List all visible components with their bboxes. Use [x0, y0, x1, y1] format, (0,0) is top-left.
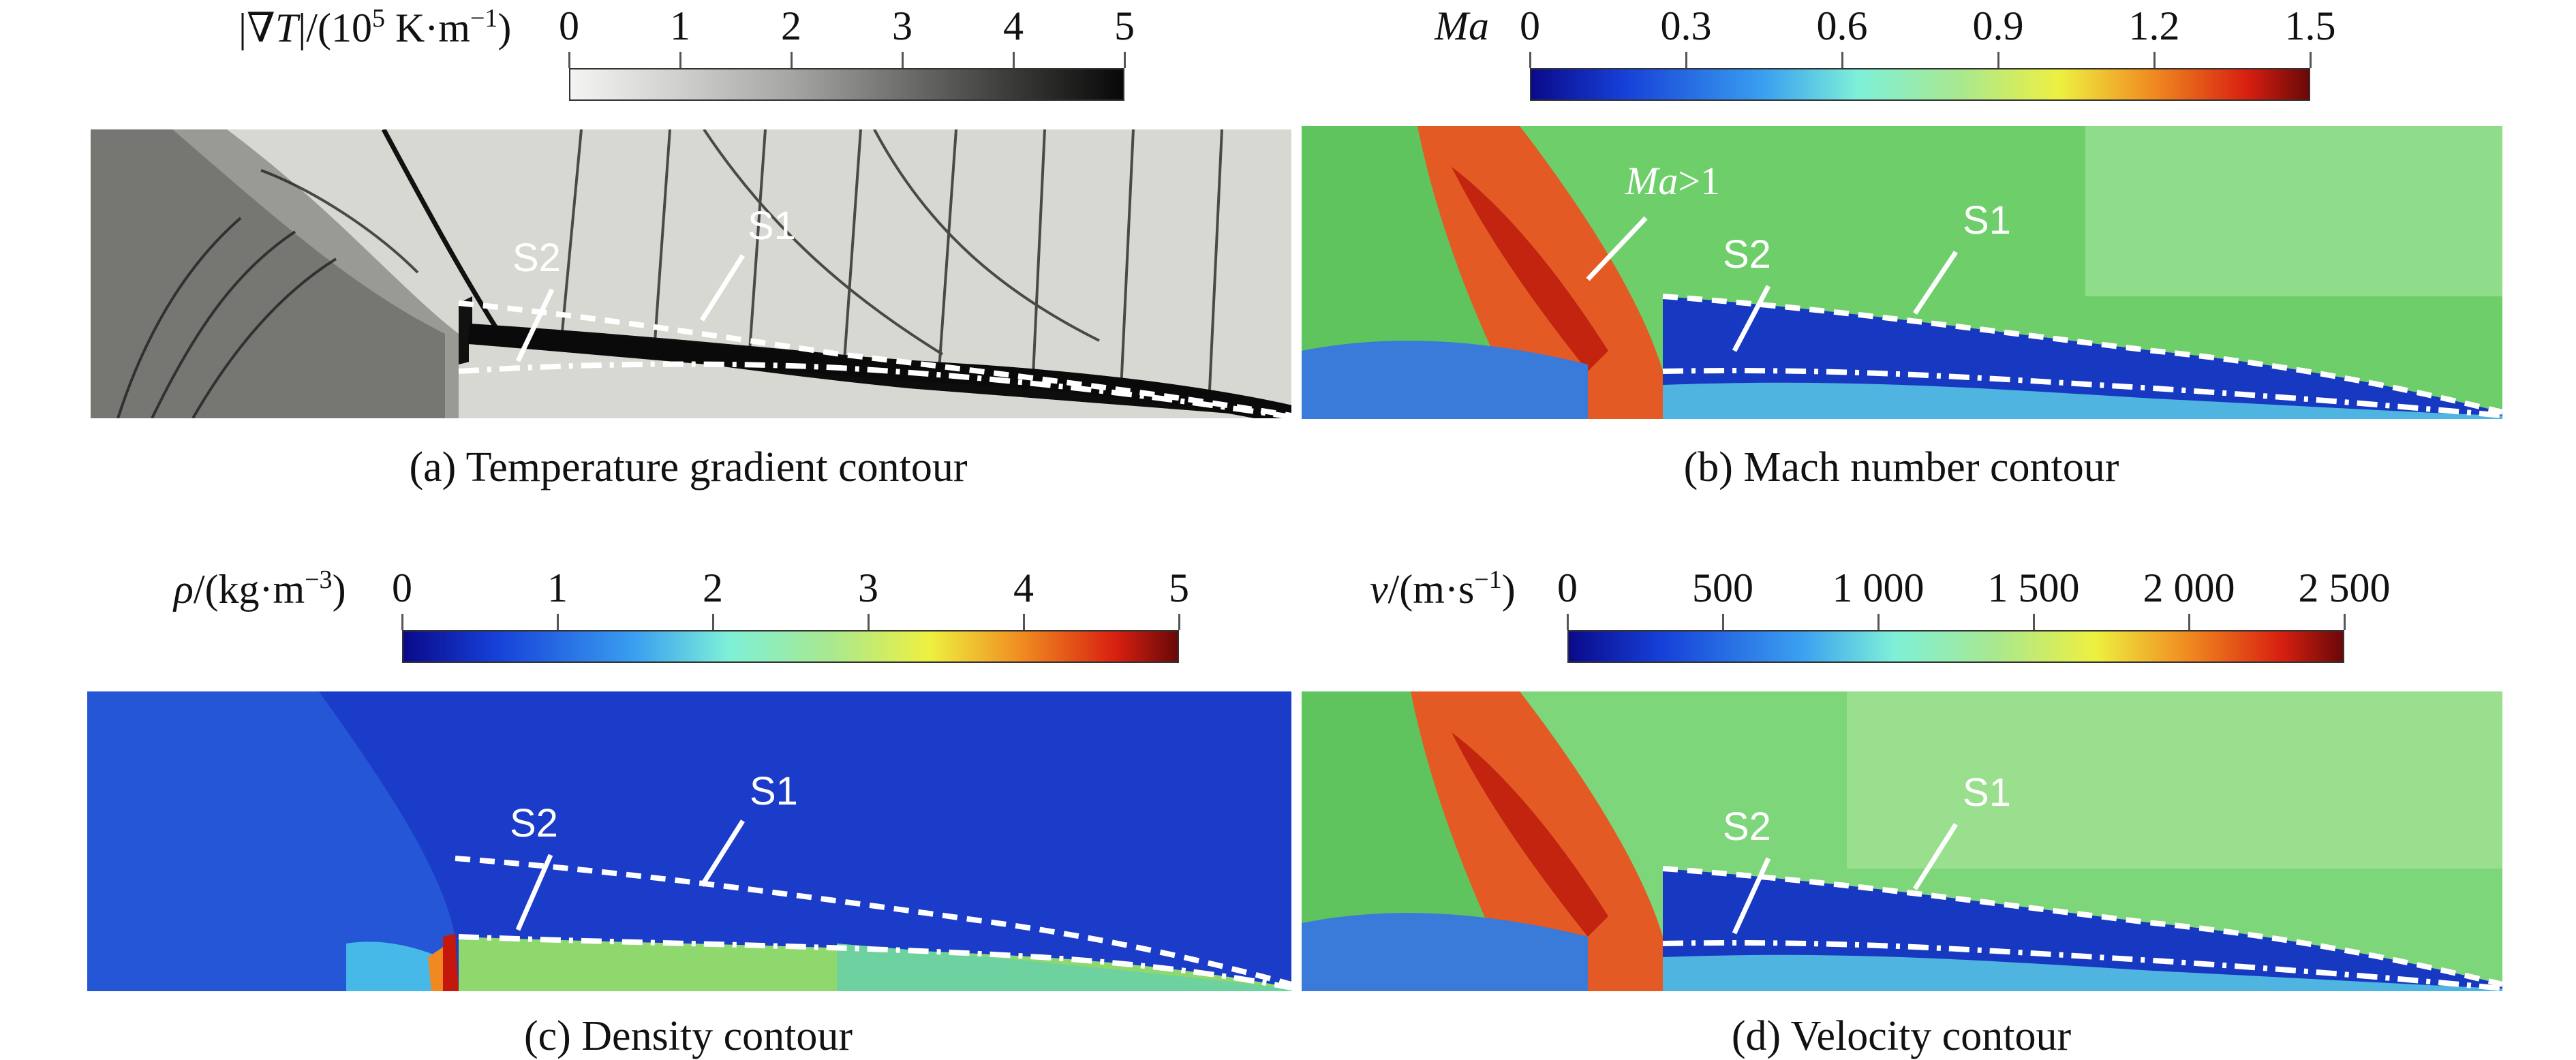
mach-number-contour-image	[1302, 126, 2502, 419]
colorbar-tick-mark	[2343, 614, 2346, 630]
colorbar-tick-label: 5	[1114, 3, 1135, 48]
colorbar-tick-label: 2	[781, 3, 801, 48]
caption-a: (a) Temperature gradient contour	[409, 444, 968, 490]
label-s1-b: S1	[1963, 198, 2011, 243]
density-contour-image	[87, 691, 1291, 991]
colorbar-tick-label: 5	[1169, 565, 1189, 610]
colorbar-tick-mark	[1012, 52, 1015, 68]
label-s2-d: S2	[1723, 805, 1771, 849]
colorbar-tick-mark	[790, 52, 793, 68]
label-s2-c: S2	[510, 801, 558, 845]
caption-b: (b) Mach number contour	[1683, 444, 2119, 490]
label-ma-gt-1: Ma>1	[1625, 159, 1721, 203]
label-s1-a: S1	[748, 204, 796, 248]
colorbar-c-title: ρ/(kg·m−3)	[174, 565, 346, 612]
colorbar-tick-mark	[556, 614, 559, 630]
colorbar-tick-mark	[867, 614, 870, 630]
colorbar-tick-mark	[2153, 52, 2156, 68]
colorbar-tick-label: 500	[1692, 565, 1753, 610]
colorbar-tick-label: 2 000	[2143, 565, 2235, 610]
colorbar-tick-label: 3	[892, 3, 913, 48]
caption-d: (d) Velocity contour	[1731, 1013, 2072, 1059]
colorbar-tick-label: 4	[1013, 565, 1034, 610]
colorbar-tick-label: 1	[670, 3, 690, 48]
colorbar-tick-mark	[1841, 52, 1843, 68]
colorbar-tick-mark	[2309, 52, 2312, 68]
colorbar-tick-mark	[1566, 614, 1569, 630]
temperature-gradient-contour-image	[91, 129, 1291, 418]
colorbar-tick-label: 0.6	[1816, 3, 1868, 48]
colorbar-tick-mark	[568, 52, 570, 68]
colorbar-tick-label: 4	[1003, 3, 1024, 48]
colorbar-tick-label: 0	[559, 3, 579, 48]
colorbar-tick-mark	[1529, 52, 1531, 68]
label-s2-b: S2	[1723, 232, 1771, 277]
velocity-contour-image	[1302, 691, 2502, 991]
colorbar-tick-mark	[1997, 52, 1999, 68]
colorbar-d-title: v/(m·s−1)	[1370, 565, 1516, 612]
colorbar-tick-mark	[1721, 614, 1724, 630]
colorbar-tick-mark	[1022, 614, 1025, 630]
colorbar-tick-label: 2 500	[2298, 565, 2391, 610]
colorbar-b-title: Ma	[1435, 3, 1489, 48]
colorbar-d	[1567, 630, 2344, 663]
colorbar-tick-label: 0	[1520, 3, 1540, 48]
colorbar-tick-mark	[1178, 614, 1180, 630]
colorbar-tick-label: 0	[392, 565, 412, 610]
colorbar-tick-label: 0.3	[1660, 3, 1712, 48]
colorbar-tick-label: 2	[703, 565, 723, 610]
colorbar-tick-mark	[901, 52, 904, 68]
colorbar-tick-label: 1 000	[1832, 565, 1925, 610]
colorbar-tick-mark	[1877, 614, 1880, 630]
colorbar-b	[1530, 68, 2310, 101]
colorbar-tick-label: 0	[1557, 565, 1578, 610]
colorbar-tick-mark	[679, 52, 681, 68]
colorbar-tick-mark	[2188, 614, 2190, 630]
colorbar-tick-mark	[401, 614, 403, 630]
label-s1-c: S1	[750, 769, 798, 813]
colorbar-c	[402, 630, 1179, 663]
label-s1-d: S1	[1963, 770, 2011, 815]
label-s2-a: S2	[512, 236, 561, 280]
colorbar-tick-label: 1.2	[2128, 3, 2180, 48]
colorbar-tick-label: 1	[547, 565, 568, 610]
caption-c: (c) Density contour	[523, 1013, 853, 1059]
colorbar-tick-label: 3	[858, 565, 878, 610]
colorbar-a	[569, 68, 1124, 101]
colorbar-tick-label: 1.5	[2284, 3, 2336, 48]
colorbar-tick-mark	[1123, 52, 1126, 68]
colorbar-tick-mark	[2032, 614, 2035, 630]
colorbar-tick-label: 0.9	[1972, 3, 2024, 48]
colorbar-a-title: |∇T|/(105 K·m−1)	[239, 4, 512, 50]
colorbar-tick-mark	[1685, 52, 1687, 68]
colorbar-tick-label: 1 500	[1987, 565, 2080, 610]
colorbar-tick-mark	[711, 614, 714, 630]
